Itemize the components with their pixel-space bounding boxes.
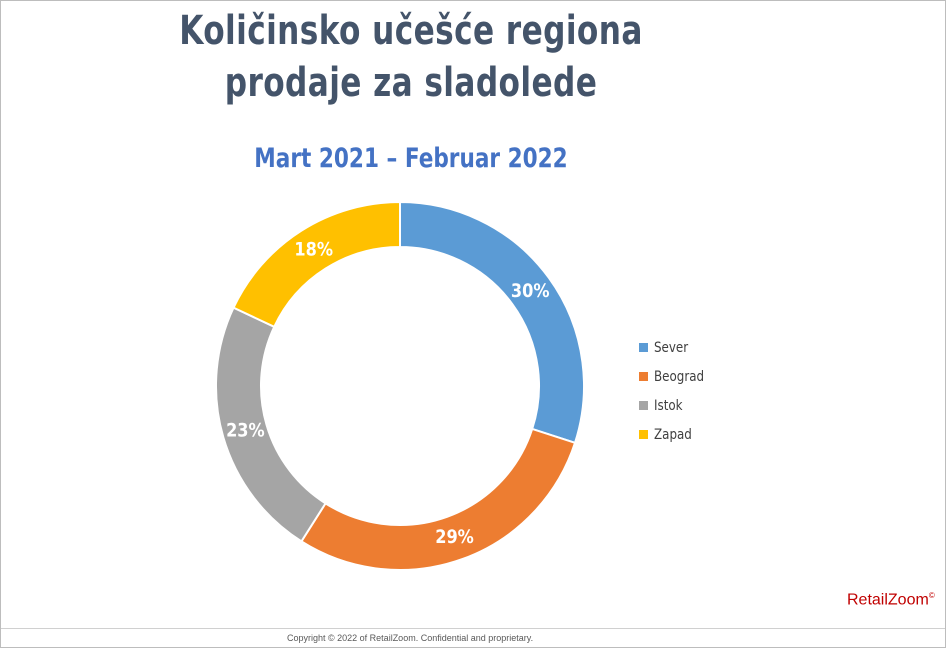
legend-swatch-sever: [639, 343, 648, 352]
legend-swatch-beograd: [639, 372, 648, 381]
brand-name: RetailZoom: [847, 591, 929, 609]
slice-label-istok: 23%: [226, 420, 265, 442]
doughnut-chart: 30% 29% 23% 18%: [215, 200, 585, 571]
brand-copyright-mark: ©: [928, 591, 935, 600]
legend-item-istok: Istok: [639, 391, 713, 420]
footer-divider: [1, 628, 945, 629]
legend-swatch-istok: [639, 401, 648, 410]
legend-item-zapad: Zapad: [639, 420, 713, 449]
slice-zapad: [232, 200, 401, 329]
chart-subtitle: Mart 2021 – Februar 2022: [254, 143, 568, 174]
slice-label-zapad: 18%: [294, 239, 333, 261]
chart-legend: Sever Beograd Istok Zapad: [639, 333, 713, 449]
slice-sever: [399, 200, 585, 445]
legend-item-sever: Sever: [639, 333, 713, 362]
chart-title: Količinsko učešće regiona prodaje za sla…: [179, 8, 643, 106]
legend-swatch-zapad: [639, 430, 648, 439]
legend-item-beograd: Beograd: [639, 362, 713, 391]
slice-beograd: [300, 427, 577, 571]
slice-label-beograd: 29%: [435, 527, 474, 549]
legend-label-istok: Istok: [654, 397, 683, 414]
legend-label-beograd: Beograd: [654, 368, 705, 385]
legend-label-zapad: Zapad: [654, 426, 692, 443]
copyright-text: Copyright © 2022 of RetailZoom. Confiden…: [287, 633, 534, 643]
legend-label-sever: Sever: [654, 339, 689, 356]
slice-label-sever: 30%: [511, 281, 550, 303]
retailzoom-logo: RetailZoom©: [847, 591, 935, 609]
